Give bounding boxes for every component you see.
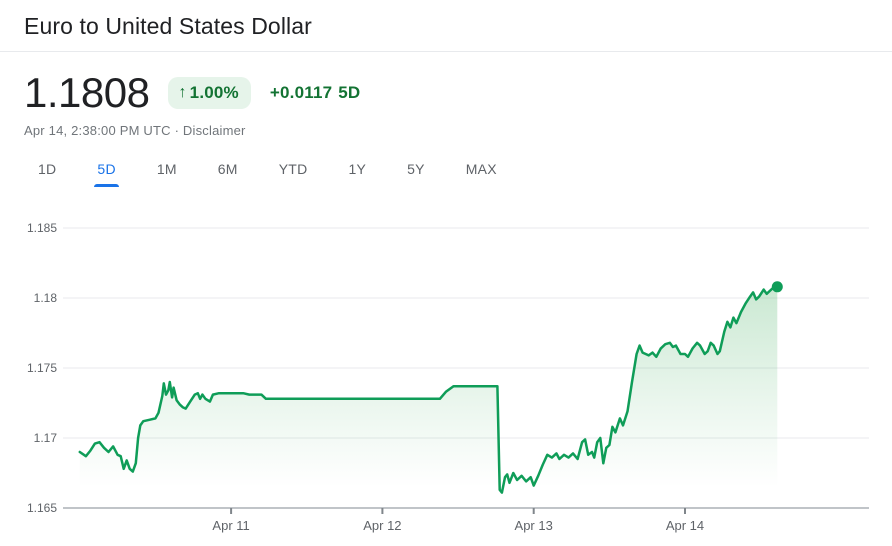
tab-ytd[interactable]: YTD bbox=[278, 159, 309, 187]
y-axis-label: 1.185 bbox=[27, 221, 57, 235]
change-period: 5D bbox=[338, 83, 361, 102]
meta-separator: · bbox=[174, 123, 180, 138]
quote-meta: Apr 14, 2:38:00 PM UTC · Disclaimer bbox=[24, 123, 868, 138]
arrow-up-icon: ↑ bbox=[178, 84, 187, 101]
header: Euro to United States Dollar bbox=[0, 0, 892, 52]
chart-series bbox=[78, 281, 783, 508]
price-value: 1.1808 bbox=[24, 69, 150, 116]
chart-axis: 1.185 1.18 1.175 1.17 1.165 Apr 11 Apr 12 Apr 1… bbox=[27, 221, 869, 533]
x-axis-label: Apr 14 bbox=[666, 518, 704, 533]
series-area-fill bbox=[79, 286, 778, 508]
range-tab-bar: 1D 5D 1M 6M YTD 1Y 5Y MAX bbox=[37, 159, 892, 187]
x-axis-label: Apr 12 bbox=[363, 518, 401, 533]
page-title: Euro to United States Dollar bbox=[24, 13, 312, 39]
x-axis-label: Apr 13 bbox=[515, 518, 553, 533]
tab-5y[interactable]: 5Y bbox=[406, 159, 426, 187]
disclaimer-link[interactable]: Disclaimer bbox=[182, 123, 246, 138]
change-absolute: +0.0117 bbox=[269, 83, 333, 102]
tab-1m[interactable]: 1M bbox=[156, 159, 178, 187]
quote-summary: 1.1808 ↑ 1.00% +0.0117 5D bbox=[24, 72, 868, 114]
y-axis-label: 1.17 bbox=[34, 431, 58, 445]
change-absolute-wrap: +0.0117 5D bbox=[270, 83, 361, 103]
latest-price-dot bbox=[771, 281, 783, 293]
series-line bbox=[78, 285, 779, 494]
change-percent: 1.00% bbox=[189, 83, 239, 102]
x-axis-label: Apr 11 bbox=[212, 518, 249, 533]
y-axis-label: 1.175 bbox=[27, 361, 57, 375]
quote-timestamp: Apr 14, 2:38:00 PM UTC bbox=[24, 123, 171, 138]
y-axis-label: 1.165 bbox=[27, 501, 57, 515]
tab-6m[interactable]: 6M bbox=[217, 159, 239, 187]
change-percent-badge: ↑ 1.00% bbox=[168, 77, 251, 109]
tab-1y[interactable]: 1Y bbox=[347, 159, 367, 187]
tab-5d[interactable]: 5D bbox=[94, 159, 120, 187]
tab-max[interactable]: MAX bbox=[465, 159, 498, 187]
tab-1d[interactable]: 1D bbox=[37, 159, 57, 187]
y-axis-label: 1.18 bbox=[34, 291, 58, 305]
